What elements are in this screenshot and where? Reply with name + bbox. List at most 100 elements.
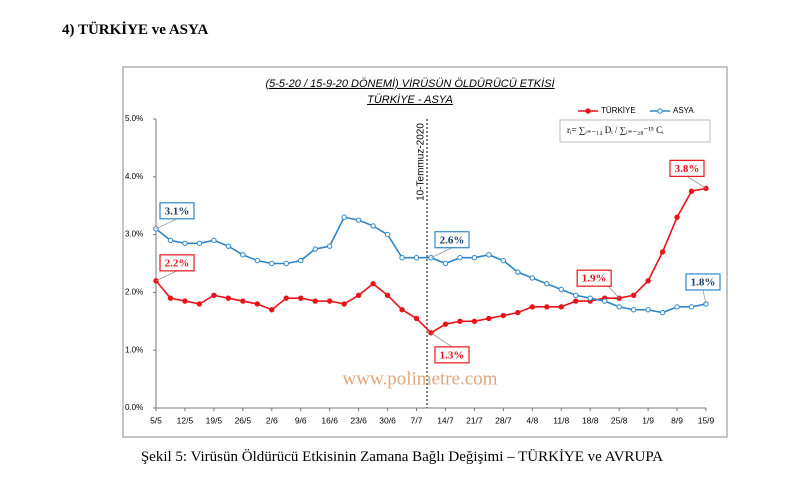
chart-subtitle: TÜRKİYE - ASYA	[367, 94, 453, 106]
x-tick-label: 5/5	[150, 415, 162, 425]
x-tick-label: 23/6	[350, 415, 367, 425]
point	[645, 307, 651, 313]
legend-marker	[657, 108, 663, 114]
heading: 4) TÜRKİYE ve ASYA	[62, 22, 209, 38]
event-label: 10-Temmuz-2020	[416, 123, 427, 201]
point	[211, 237, 217, 244]
point	[326, 298, 333, 304]
formula-box	[559, 119, 711, 143]
y-tick-label: 1.0%	[125, 345, 143, 354]
point	[298, 257, 304, 264]
label-box	[669, 159, 705, 177]
y-tick-label: 4.0%	[125, 172, 143, 181]
data-label: 2.6%	[440, 234, 465, 246]
point	[399, 307, 405, 313]
point	[630, 292, 637, 298]
x-tick-label: 28/7	[495, 415, 512, 425]
x-tick-label: 26/5	[235, 415, 252, 425]
label-leader	[702, 289, 707, 305]
point	[645, 278, 651, 284]
point	[471, 255, 478, 261]
point	[442, 321, 449, 327]
point	[616, 304, 622, 310]
point	[442, 260, 449, 267]
y-tick-label: 2.0%	[125, 288, 143, 297]
point	[341, 214, 347, 220]
y-tick-label: 3.0%	[125, 230, 143, 239]
point	[500, 257, 507, 264]
label-leader	[430, 332, 453, 348]
x-tick-label: 2/6	[266, 415, 278, 425]
point	[659, 249, 666, 255]
point	[573, 292, 579, 298]
point	[355, 217, 362, 223]
y-tick-label: 0.0%	[125, 403, 143, 412]
point	[471, 318, 478, 324]
point	[370, 281, 376, 287]
point	[326, 243, 333, 249]
x-tick-label: 21/7	[466, 415, 483, 425]
watermark: www.polimetre.com	[343, 368, 498, 389]
label-box	[159, 202, 195, 220]
point	[269, 260, 275, 267]
legend-label: ASYA	[673, 106, 694, 115]
data-label: 1.9%	[582, 273, 607, 285]
point	[370, 223, 376, 229]
point	[601, 298, 608, 304]
x-tick-label: 4/8	[526, 415, 538, 425]
point	[283, 260, 289, 267]
point	[630, 307, 637, 313]
x-tick-label: 30/6	[379, 415, 396, 425]
x-tick-label: 7/7	[411, 415, 423, 425]
point	[544, 281, 550, 287]
point	[312, 298, 318, 304]
point	[312, 246, 318, 252]
point	[225, 295, 232, 301]
point	[515, 309, 521, 316]
label-box	[159, 254, 195, 272]
legend-label: TÜRKİYE	[601, 106, 636, 115]
data-label: 2.2%	[165, 257, 190, 269]
caption: Şekil 5: Virüsün Öldürücü Etkisinin Zama…	[140, 449, 664, 465]
point	[529, 304, 536, 310]
point	[240, 298, 246, 304]
label-box	[434, 231, 470, 249]
data-label: 1.3%	[440, 349, 465, 361]
point	[341, 301, 347, 307]
label-box	[685, 273, 721, 291]
x-tick-label: 9/6	[295, 415, 307, 425]
point	[674, 304, 680, 310]
x-tick-label: 12/5	[177, 415, 194, 425]
point	[269, 307, 275, 313]
x-tick-label: 19/5	[206, 415, 223, 425]
x-tick-label: 11/8	[553, 415, 569, 425]
point	[486, 252, 492, 258]
point	[196, 240, 203, 246]
point	[298, 295, 304, 301]
chart-title: (5-5-20 / 15-9-20 DÖNEMİ) VİRÜSÜN ÖLDÜRÜ…	[265, 78, 555, 90]
point	[384, 292, 391, 298]
point	[674, 214, 680, 220]
label-box	[576, 269, 612, 287]
formula: rᵢ= ∑ᵢ₌₋₁₄ Dᵢ / ∑ᵢ₌₋₂₈⁻¹⁵ Cᵢ	[567, 125, 664, 135]
point	[399, 255, 405, 261]
point	[384, 231, 391, 238]
x-tick-label: 8/9	[671, 415, 683, 425]
label-leader	[155, 270, 178, 282]
label-leader	[430, 247, 453, 259]
point	[688, 188, 695, 194]
point	[196, 301, 203, 307]
x-tick-label: 16/6	[321, 415, 338, 425]
label-leader	[155, 218, 178, 230]
point	[254, 301, 261, 307]
point	[283, 295, 289, 301]
x-tick-label: 18/8	[582, 415, 599, 425]
data-label: 3.8%	[675, 163, 700, 175]
point	[486, 315, 492, 322]
point	[182, 298, 188, 304]
point	[167, 295, 174, 301]
point	[558, 304, 564, 310]
point	[167, 237, 174, 244]
label-leader	[686, 176, 707, 189]
